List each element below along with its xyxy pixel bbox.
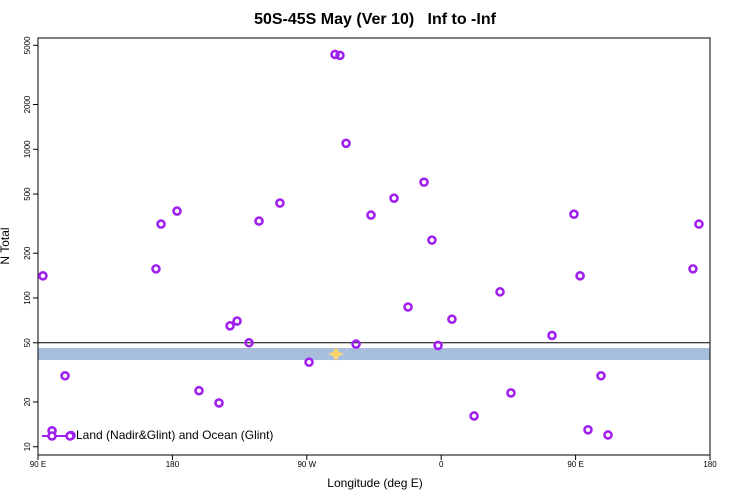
point (351, 339, 361, 349)
point (694, 219, 704, 229)
point (419, 177, 429, 187)
y-axis-label: N Total (0, 227, 12, 264)
x-tick-label: 0 (439, 460, 444, 469)
point (403, 302, 413, 312)
plot-frame (37, 37, 711, 456)
y-tick-label: 10 (23, 442, 32, 451)
point (304, 357, 314, 368)
x-tick-label: 90 E (30, 460, 46, 469)
point (335, 50, 345, 61)
point (254, 216, 264, 226)
y-tick-label: 2000 (23, 95, 32, 113)
point (172, 206, 182, 216)
x-tick-label: 180 (703, 460, 717, 469)
x-tick-label: 90 E (567, 460, 583, 469)
legend-marker (65, 431, 75, 441)
y-tick-label: 50 (23, 338, 32, 347)
point (214, 398, 224, 408)
point (433, 340, 443, 351)
y-tick-label: 500 (23, 187, 32, 201)
point (156, 219, 166, 229)
point (688, 264, 698, 274)
y-tick-label: 5000 (23, 36, 32, 54)
point (38, 271, 48, 281)
yellow-marker (328, 347, 344, 361)
point (575, 271, 585, 281)
point (427, 235, 437, 245)
point (194, 385, 204, 396)
x-tick-label: 90 W (297, 460, 316, 469)
point (469, 411, 479, 421)
point (232, 316, 242, 326)
legend-marker (47, 431, 57, 441)
point (495, 287, 505, 297)
chart-title: 50S-45S May (Ver 10) Inf to -Inf (254, 11, 497, 28)
y-tick-label: 1000 (23, 140, 32, 158)
point (596, 370, 606, 381)
legend-label: Land (Nadir&Glint) and Ocean (Glint) (76, 428, 273, 442)
point (569, 209, 579, 220)
point (275, 198, 285, 208)
point (151, 264, 161, 274)
point (366, 210, 376, 220)
point (244, 337, 254, 348)
point (547, 330, 557, 341)
point (506, 388, 516, 398)
point (330, 49, 340, 60)
point (60, 370, 70, 381)
point (447, 314, 457, 325)
point (603, 430, 613, 440)
y-tick-label: 200 (23, 246, 32, 260)
point (225, 321, 235, 331)
y-tick-label: 100 (23, 291, 32, 305)
band (38, 348, 710, 360)
point (389, 193, 399, 203)
y-tick-label: 20 (23, 397, 32, 406)
point (341, 138, 351, 149)
x-axis-label: Longitude (deg E) (327, 476, 422, 490)
point (583, 424, 593, 435)
x-tick-label: 180 (166, 460, 180, 469)
